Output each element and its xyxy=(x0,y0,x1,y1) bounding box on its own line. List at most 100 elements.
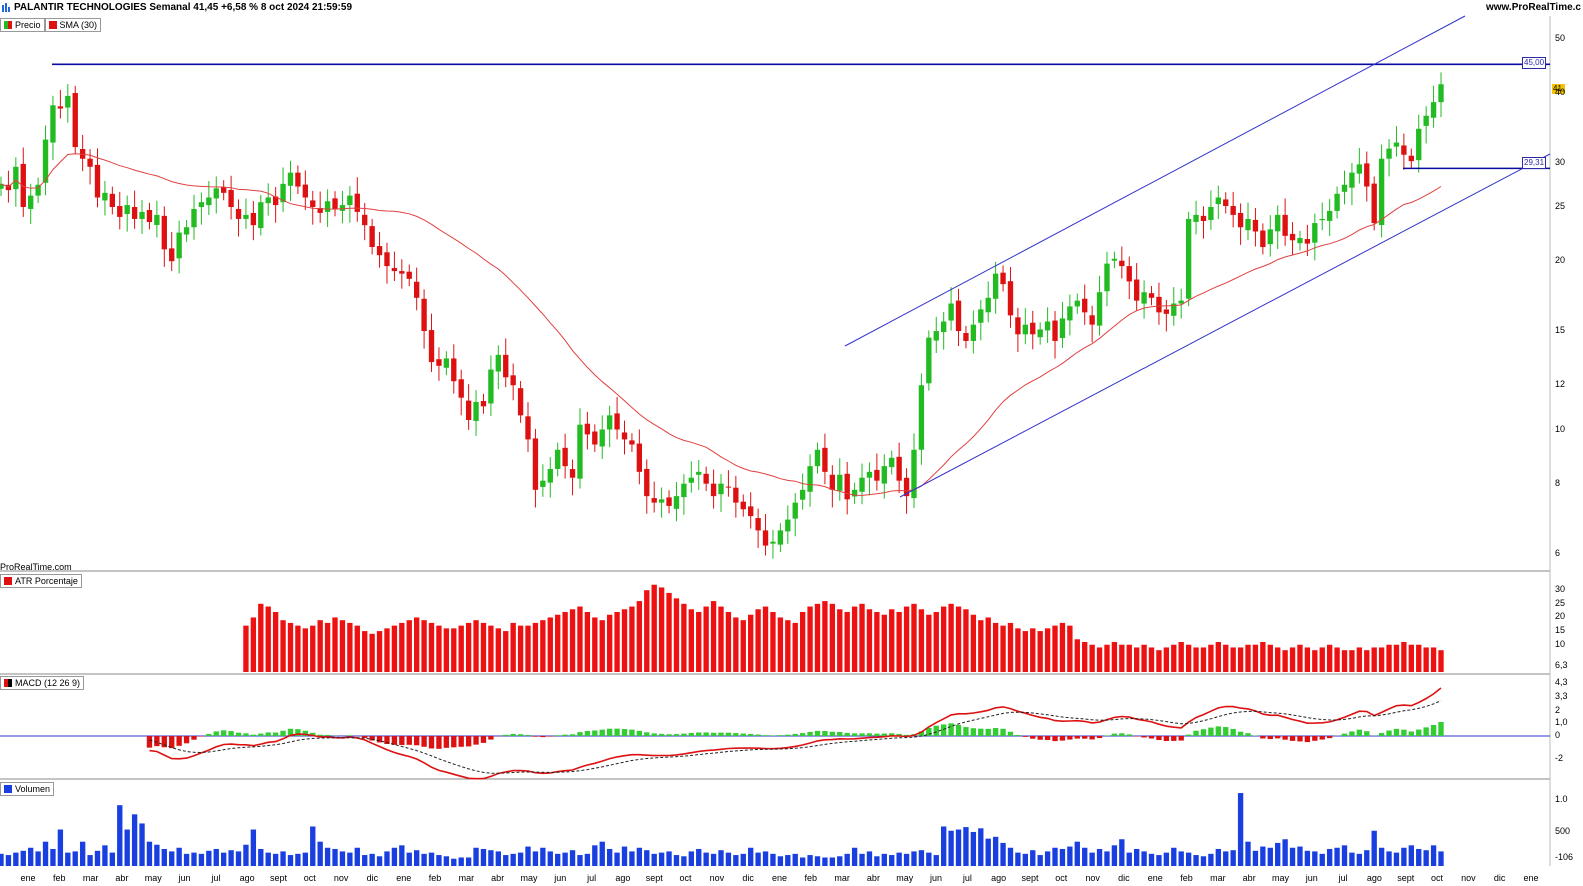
legend-item-price[interactable]: Precio xyxy=(0,18,45,32)
volume-bar xyxy=(547,851,553,866)
price-candle xyxy=(978,309,984,323)
macd-histogram-bar xyxy=(1171,736,1177,741)
volume-bar xyxy=(889,855,895,866)
atr-bar xyxy=(302,628,309,672)
price-candle xyxy=(599,429,605,447)
macd-histogram-bar xyxy=(324,734,331,736)
macd-histogram-bar xyxy=(918,731,925,736)
macd-histogram-bar xyxy=(1015,735,1021,736)
volume-bar xyxy=(1304,850,1311,866)
atr-bar xyxy=(629,606,635,672)
macd-histogram-bar xyxy=(191,736,197,740)
macd-histogram-bar xyxy=(963,727,969,736)
atr-bar xyxy=(503,631,509,672)
atr-bar xyxy=(1111,642,1118,672)
price-candle xyxy=(1059,318,1066,339)
volume-bar xyxy=(1334,847,1340,866)
volume-bar xyxy=(1200,856,1207,866)
price-candle xyxy=(822,447,828,472)
price-candle xyxy=(413,281,420,298)
price-candle xyxy=(1096,292,1103,326)
volume-bar xyxy=(1260,846,1266,866)
x-tick-label: dic xyxy=(1493,873,1506,883)
macd-legend[interactable]: MACD (12 26 9) xyxy=(0,676,85,690)
legend-item-macd[interactable]: MACD (12 26 9) xyxy=(0,676,85,690)
x-tick-label: feb xyxy=(804,873,818,883)
atr-bar xyxy=(881,614,887,672)
price-candle xyxy=(1030,322,1036,335)
legend-item-volume[interactable]: Volumen xyxy=(0,782,55,796)
volume-bar xyxy=(183,853,190,866)
volume-bar xyxy=(963,827,969,866)
atr-bar xyxy=(1178,642,1184,672)
macd-histogram-bar xyxy=(696,732,702,736)
atr-bar xyxy=(636,601,643,672)
macd-histogram-bar xyxy=(1378,732,1385,736)
volume-bar xyxy=(1037,855,1043,866)
price-legend[interactable]: Precio SMA (30) xyxy=(0,18,102,32)
price-candle xyxy=(651,498,657,503)
price-candle xyxy=(1111,258,1118,261)
price-candle xyxy=(584,423,591,435)
volume-bar xyxy=(1386,851,1392,866)
price-candle xyxy=(42,139,49,183)
volume-y-tick: -106 xyxy=(1555,852,1574,862)
price-candle xyxy=(658,499,665,503)
price-candle xyxy=(265,197,271,204)
macd-signal-line xyxy=(149,700,1442,774)
legend-item-atr[interactable]: ATR Porcentaje xyxy=(0,574,82,588)
atr-bar xyxy=(1378,647,1385,672)
macd-histogram-bar xyxy=(740,733,746,736)
atr-bar xyxy=(1089,644,1095,672)
atr-legend[interactable]: ATR Porcentaje xyxy=(0,574,82,588)
atr-y-tick: 30 xyxy=(1555,584,1566,595)
macd-y-tick: 2 xyxy=(1555,705,1561,715)
volume-bar xyxy=(221,852,227,866)
volume-bar xyxy=(740,853,746,866)
volume-bar xyxy=(718,850,724,866)
x-tick-label: feb xyxy=(428,873,442,883)
price-candle xyxy=(57,106,64,109)
macd-histogram-bar xyxy=(844,732,850,736)
macd-histogram-bar xyxy=(1059,736,1066,741)
macd-histogram-bar xyxy=(614,728,620,736)
macd-histogram-bar xyxy=(703,732,709,736)
macd-histogram-bar xyxy=(443,736,450,748)
volume-bar xyxy=(35,851,41,866)
price-candle xyxy=(332,198,338,209)
atr-bar xyxy=(621,609,628,672)
macd-histogram-bar xyxy=(265,732,271,736)
atr-bar xyxy=(376,631,383,672)
price-candle xyxy=(124,205,130,215)
volume-bar xyxy=(495,851,501,866)
volume-bar xyxy=(428,852,435,866)
price-candle xyxy=(451,358,457,382)
price-candle xyxy=(792,502,798,519)
x-tick-label: jul xyxy=(1338,873,1348,883)
atr-bar xyxy=(866,609,873,672)
price-candle xyxy=(740,501,746,510)
atr-bar xyxy=(1193,647,1199,672)
volume-bar xyxy=(859,853,865,866)
legend-item-sma[interactable]: SMA (30) xyxy=(44,18,102,32)
volume-bar xyxy=(844,853,850,866)
volume-bar xyxy=(1111,845,1118,866)
price-candle xyxy=(569,469,576,478)
volume-legend[interactable]: Volumen xyxy=(0,782,55,796)
atr-bar xyxy=(1275,647,1281,672)
volume-bar xyxy=(354,847,360,866)
atr-bar xyxy=(1326,644,1333,672)
volume-bar xyxy=(777,856,784,866)
volume-bar xyxy=(317,841,323,866)
macd-histogram-bar xyxy=(970,728,977,736)
macd-histogram-bar xyxy=(1000,728,1006,736)
price-candle xyxy=(703,473,709,484)
macd-histogram-bar xyxy=(584,730,591,736)
volume-bar xyxy=(636,847,643,866)
legend-label-macd: MACD (12 26 9) xyxy=(15,678,81,688)
atr-bar xyxy=(421,620,427,672)
price-candle xyxy=(139,211,145,219)
macd-histogram-bar xyxy=(1044,736,1051,740)
site-label: www.ProRealTime.c xyxy=(1485,2,1581,13)
price-candle xyxy=(762,530,769,546)
